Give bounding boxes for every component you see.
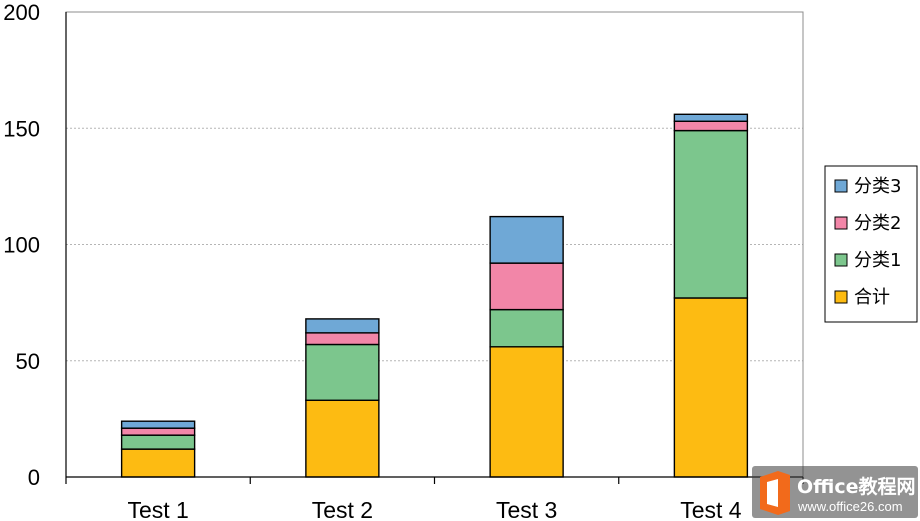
legend-swatch-1 bbox=[834, 179, 848, 193]
y-tick-label-50: 50 bbox=[16, 349, 40, 374]
legend: 分类3 分类2 分类1 合计 bbox=[824, 165, 918, 323]
axes bbox=[65, 11, 804, 484]
bar-2-series-4 bbox=[305, 318, 380, 334]
bar-2-series-1 bbox=[305, 399, 380, 478]
bar-3-series-4 bbox=[489, 215, 564, 264]
x-tick-label-2: Test 2 bbox=[312, 497, 373, 521]
legend-swatch-2 bbox=[834, 216, 848, 230]
x-tick-label-3: Test 3 bbox=[496, 497, 557, 521]
bar-4-series-3 bbox=[673, 120, 749, 132]
bar-4-series-4 bbox=[673, 113, 749, 122]
legend-label-4: 合计 bbox=[854, 287, 890, 308]
legend-label-3: 分类1 bbox=[854, 250, 901, 271]
bar-2-series-2 bbox=[305, 343, 380, 401]
legend-swatch-4 bbox=[834, 290, 848, 304]
bars bbox=[120, 113, 749, 478]
watermark-title: Office教程网 bbox=[797, 475, 916, 498]
watermark-url: www.office26.com bbox=[797, 499, 903, 514]
legend-label-1: 分类3 bbox=[854, 176, 901, 197]
y-tick-label-100: 100 bbox=[3, 233, 40, 258]
bar-3-series-2 bbox=[489, 308, 564, 348]
legend-items: 分类3 分类2 分类1 合计 bbox=[834, 176, 901, 308]
bar-3-series-3 bbox=[489, 262, 564, 311]
x-tick-label-1: Test 1 bbox=[127, 497, 188, 521]
y-tick-label-200: 200 bbox=[3, 0, 40, 25]
legend-swatch-3 bbox=[834, 253, 848, 267]
bar-1-series-1 bbox=[120, 448, 196, 478]
y-tick-label-150: 150 bbox=[3, 116, 40, 141]
bar-3-series-1 bbox=[489, 346, 564, 478]
bar-2-series-3 bbox=[305, 332, 380, 346]
y-tick-labels: 0 50 100 150 200 bbox=[3, 0, 40, 490]
watermark-background bbox=[752, 466, 918, 518]
office-logo-icon bbox=[760, 471, 790, 515]
bar-4-series-1 bbox=[673, 297, 749, 478]
x-tick-label-4: Test 4 bbox=[680, 497, 742, 521]
gridlines bbox=[66, 127, 803, 362]
bar-1-series-4 bbox=[120, 420, 196, 429]
y-tick-label-0: 0 bbox=[28, 465, 40, 490]
bar-4-series-2 bbox=[673, 129, 749, 299]
office-logo-notch bbox=[767, 479, 778, 507]
legend-label-2: 分类2 bbox=[854, 213, 901, 234]
bar-1-series-2 bbox=[120, 434, 196, 450]
x-tick-labels: Test 1 Test 2 Test 3 Test 4 bbox=[127, 497, 741, 521]
bar-1-series-3 bbox=[120, 427, 196, 436]
watermark: Office教程网 www.office26.com bbox=[752, 466, 918, 518]
